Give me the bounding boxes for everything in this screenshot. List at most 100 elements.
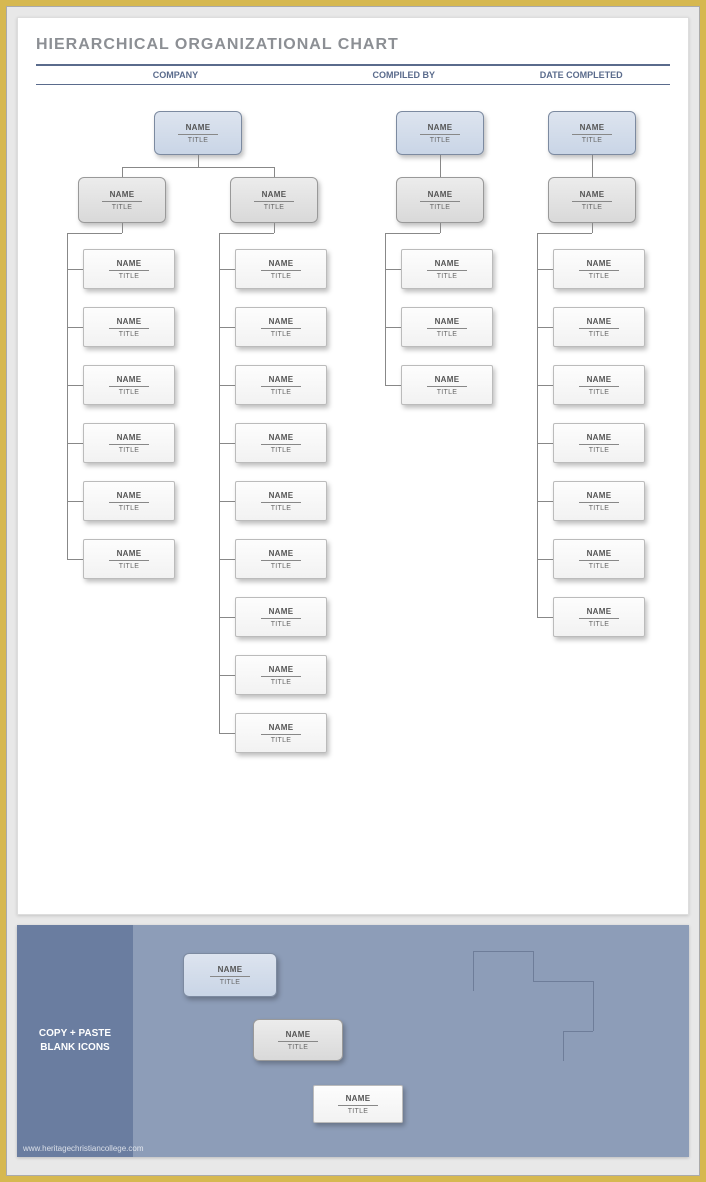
node-title: TITLE [589,563,610,570]
node-name: NAME [117,491,142,500]
node-name: NAME [269,491,294,500]
connector-line [385,327,401,328]
header-row: COMPANY COMPILED BY DATE COMPLETED [36,64,670,85]
node-name: NAME [587,491,612,500]
node-separator [261,444,301,445]
node-name: NAME [587,259,612,268]
node-separator [278,1041,318,1042]
connector-line [537,501,553,502]
node-name: NAME [269,259,294,268]
leaf-node: NAMETITLE [235,539,327,579]
node-name: NAME [117,549,142,558]
node-name: NAME [587,433,612,442]
connector-line [274,223,275,233]
node-name: NAME [346,1094,371,1103]
node-title: TITLE [437,389,458,396]
leaf-node: NAMETITLE [553,481,645,521]
node-title: TITLE [188,137,209,144]
leaf-node: NAMETITLE [83,365,175,405]
leaf-node: NAMETITLE [553,365,645,405]
leaf-node: NAMETITLE [235,713,327,753]
sample-node: NAMETITLE [253,1019,343,1061]
connector-line [122,223,123,233]
leaf-node: NAME TITLE [235,481,327,521]
bracket-line [563,1031,564,1061]
panel-line2: BLANK ICONS [40,1042,109,1053]
chart-sheet: HIERARCHICAL ORGANIZATIONAL CHART COMPAN… [17,17,689,915]
node-name: NAME [435,317,460,326]
node-separator [261,502,301,503]
bracket-line [473,951,533,952]
node-separator [109,444,149,445]
manager-node: NAMETITLE [548,177,636,223]
connector-line [219,327,235,328]
node-name: NAME [117,317,142,326]
node-name: NAME [580,190,605,199]
node-separator [579,560,619,561]
panel-side-label: COPY + PASTE BLANK ICONS [17,925,133,1157]
node-separator [261,618,301,619]
page-title: HIERARCHICAL ORGANIZATIONAL CHART [36,36,670,54]
connector-line [122,167,123,177]
connector-line [219,269,235,270]
node-separator [254,201,294,202]
node-title: TITLE [264,204,285,211]
connector-line [385,269,401,270]
node-title: TITLE [119,389,140,396]
node-title: TITLE [288,1044,309,1051]
leaf-node: NAME TITLE [401,307,493,347]
manager-node: NAME TITLE [230,177,318,223]
connector-line [440,167,441,177]
sample-node: NAME TITLE [183,953,277,997]
node-title: TITLE [589,621,610,628]
leaf-node: NAME TITLE [553,597,645,637]
panel-line1: COPY + PASTE [39,1028,111,1039]
root-node: NAMETITLE [154,111,242,155]
leaf-node: NAMETITLE [83,307,175,347]
node-title: TITLE [271,505,292,512]
node-separator [109,560,149,561]
node-separator [427,270,467,271]
connector-line [67,559,83,560]
node-separator [427,328,467,329]
node-name: NAME [117,433,142,442]
node-separator [579,328,619,329]
node-title: TITLE [119,447,140,454]
node-name: NAME [218,965,243,974]
node-separator [261,328,301,329]
connector-line [219,501,235,502]
connector-line [67,233,68,559]
header-date-completed: DATE COMPLETED [492,66,670,84]
node-title: TITLE [271,273,292,280]
leaf-node: NAMETITLE [553,539,645,579]
connector-line [219,443,235,444]
node-title: TITLE [220,979,241,986]
node-title: TITLE [119,273,140,280]
connector-line [219,233,220,733]
node-title: TITLE [437,331,458,338]
node-name: NAME [269,317,294,326]
node-name: NAME [262,190,287,199]
bracket-line [563,1031,593,1032]
connector-line [537,269,553,270]
node-name: NAME [110,190,135,199]
node-name: NAME [587,607,612,616]
leaf-node: NAMETITLE [83,481,175,521]
node-separator [572,201,612,202]
node-separator [261,560,301,561]
header-compiled-by: COMPILED BY [315,66,493,84]
connector-line [537,233,592,234]
connector-line [385,233,386,385]
node-separator [109,270,149,271]
page-frame: HIERARCHICAL ORGANIZATIONAL CHART COMPAN… [6,6,700,1176]
connector-line [219,559,235,560]
node-separator [420,201,460,202]
node-title: TITLE [271,447,292,454]
node-separator [261,270,301,271]
connector-line [385,233,440,234]
node-name: NAME [269,433,294,442]
node-separator [579,444,619,445]
connector-line [122,167,274,168]
connector-line [385,385,401,386]
node-title: TITLE [271,389,292,396]
